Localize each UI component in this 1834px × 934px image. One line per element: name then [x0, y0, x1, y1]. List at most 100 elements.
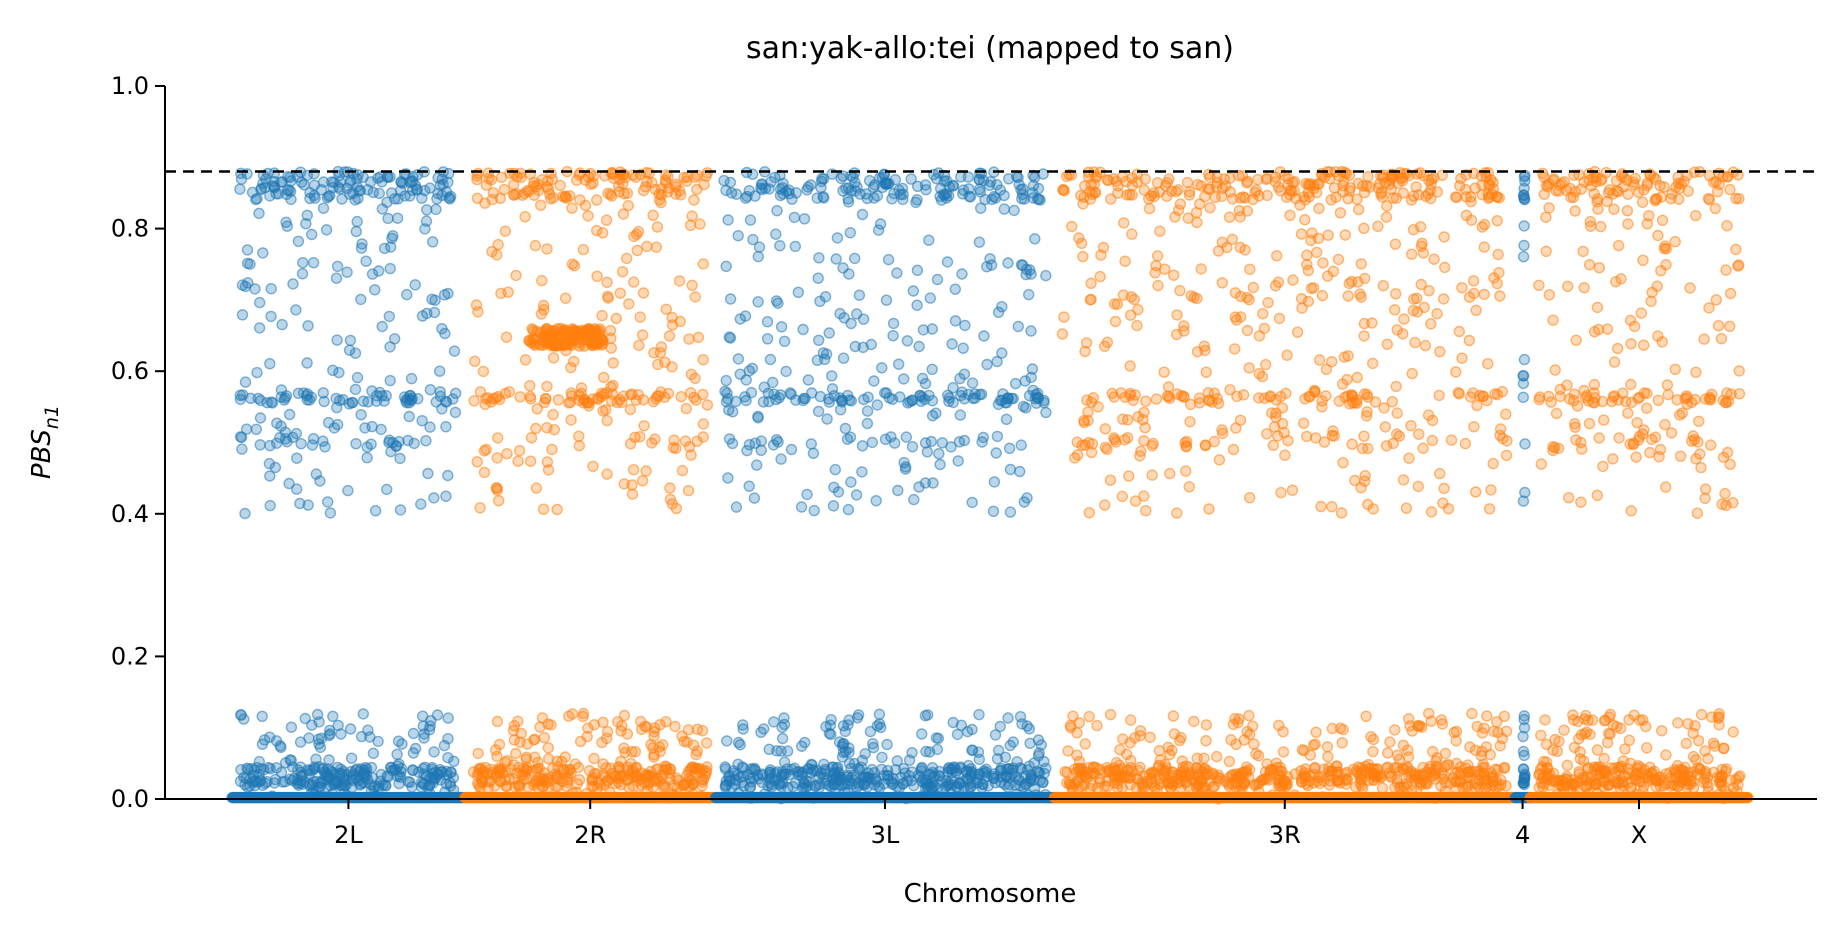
- data-point: [666, 498, 678, 510]
- data-point: [1483, 191, 1495, 203]
- data-point: [1282, 435, 1294, 447]
- data-point: [1485, 484, 1497, 496]
- data-point: [343, 344, 356, 356]
- data-point: [834, 404, 847, 416]
- data-point: [1162, 381, 1175, 393]
- data-point: [678, 735, 690, 748]
- data-point: [357, 708, 369, 720]
- data-point: [1101, 174, 1114, 186]
- data-point: [722, 472, 734, 484]
- data-point: [479, 197, 491, 209]
- data-point: [1126, 189, 1138, 201]
- data-point: [1417, 247, 1430, 259]
- data-point: [1244, 263, 1256, 275]
- data-point: [1426, 414, 1439, 427]
- data-point: [581, 396, 593, 409]
- data-point: [1438, 261, 1451, 274]
- data-point: [236, 309, 249, 321]
- data-point: [449, 406, 462, 419]
- data-point: [1178, 325, 1190, 337]
- data-point: [426, 293, 438, 305]
- data-point: [501, 755, 513, 767]
- data-point: [1140, 395, 1152, 407]
- data-point: [1481, 710, 1493, 722]
- data-point: [872, 224, 885, 236]
- data-point: [510, 747, 522, 760]
- data-point: [961, 772, 973, 785]
- data-point: [720, 184, 732, 197]
- data-point: [1597, 460, 1609, 473]
- data-point: [990, 447, 1002, 459]
- data-point: [330, 272, 343, 284]
- data-point: [1104, 474, 1117, 486]
- data-point: [752, 296, 764, 308]
- data-point: [999, 778, 1011, 790]
- data-point: [280, 433, 292, 445]
- data-point: [1098, 499, 1111, 511]
- data-point: [807, 447, 820, 459]
- data-point: [998, 203, 1010, 215]
- data-point: [871, 399, 883, 411]
- data-point: [755, 444, 767, 456]
- data-point: [514, 391, 526, 403]
- data-point: [545, 719, 557, 731]
- data-point: [355, 778, 367, 790]
- data-point: [355, 293, 367, 306]
- data-point: [519, 210, 531, 223]
- data-point: [1184, 416, 1196, 428]
- data-point: [1341, 774, 1354, 786]
- data-point: [1316, 401, 1328, 413]
- data-point: [415, 498, 427, 510]
- data-point: [1071, 749, 1083, 761]
- data-point: [1180, 441, 1192, 453]
- data-point: [743, 365, 755, 377]
- data-point: [778, 756, 791, 768]
- data-point: [349, 383, 362, 396]
- data-point: [813, 252, 825, 264]
- data-point: [821, 413, 833, 425]
- data-point: [826, 370, 838, 382]
- data-point: [536, 712, 549, 724]
- data-point: [1007, 736, 1019, 748]
- data-point: [1243, 709, 1255, 722]
- data-point: [434, 390, 447, 402]
- data-point: [802, 181, 814, 193]
- data-point: [306, 228, 318, 241]
- data-point: [1014, 711, 1027, 723]
- data-point: [886, 778, 899, 791]
- data-point: [792, 286, 804, 298]
- data-point: [820, 777, 832, 790]
- data-point: [1195, 263, 1207, 275]
- data-point: [617, 390, 630, 402]
- data-point: [1087, 392, 1100, 404]
- data-point: [907, 285, 919, 297]
- data-point: [797, 323, 809, 336]
- data-point: [501, 448, 513, 460]
- data-point: [1413, 428, 1425, 440]
- data-point: [973, 236, 986, 248]
- data-point: [925, 768, 937, 781]
- data-point: [1274, 761, 1286, 773]
- data-point: [1153, 744, 1166, 757]
- data-point: [639, 180, 652, 193]
- data-point: [1088, 178, 1101, 190]
- data-point: [285, 721, 298, 733]
- data-point: [491, 484, 503, 496]
- data-point: [254, 439, 266, 451]
- data-point: [349, 347, 362, 359]
- data-point: [568, 355, 580, 368]
- data-point: [319, 441, 331, 453]
- data-point: [351, 371, 364, 384]
- data-point: [1269, 280, 1282, 292]
- data-point: [861, 405, 874, 417]
- data-point: [796, 740, 808, 752]
- data-point: [1243, 492, 1256, 504]
- data-point: [1321, 741, 1334, 753]
- data-point: [1267, 439, 1280, 451]
- data-point: [1517, 391, 1530, 403]
- data-point: [673, 275, 686, 287]
- data-point: [477, 365, 490, 378]
- data-point: [283, 408, 296, 421]
- data-point: [1433, 389, 1445, 402]
- data-point: [422, 467, 434, 480]
